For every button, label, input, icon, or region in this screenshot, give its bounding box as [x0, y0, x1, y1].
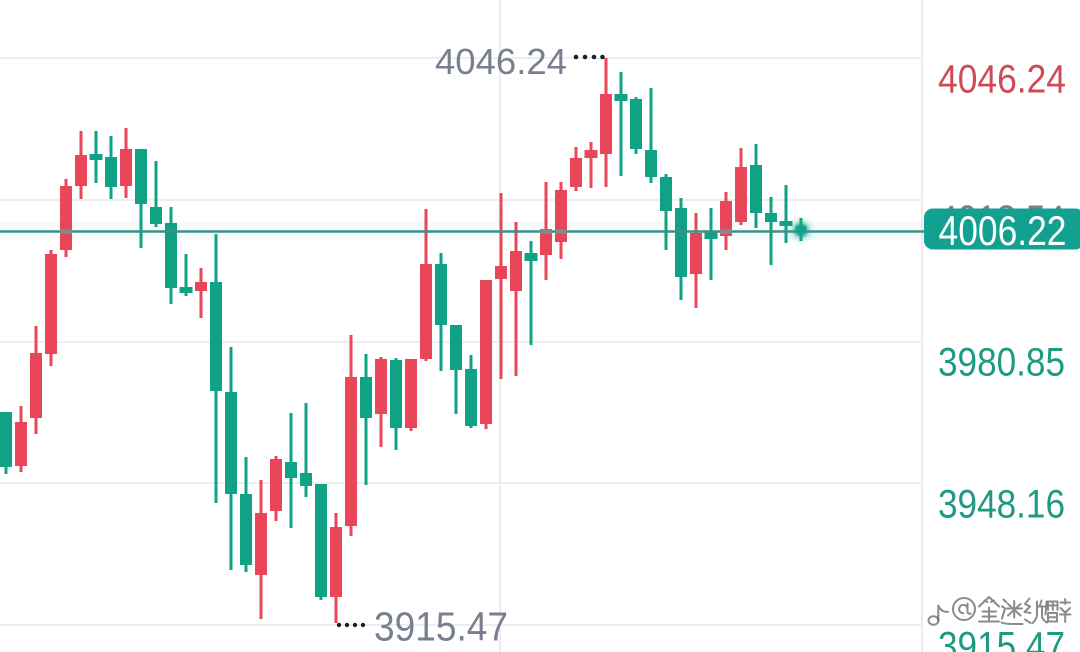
- svg-text:3980.85: 3980.85: [938, 341, 1065, 385]
- svg-text:4046.24: 4046.24: [938, 58, 1066, 102]
- svg-text:4046.24: 4046.24: [435, 41, 567, 82]
- svg-text:4006.22: 4006.22: [939, 207, 1067, 254]
- svg-text:3948.16: 3948.16: [938, 483, 1065, 527]
- svg-text:3915.47: 3915.47: [374, 604, 508, 650]
- svg-text:3915.47: 3915.47: [938, 625, 1065, 652]
